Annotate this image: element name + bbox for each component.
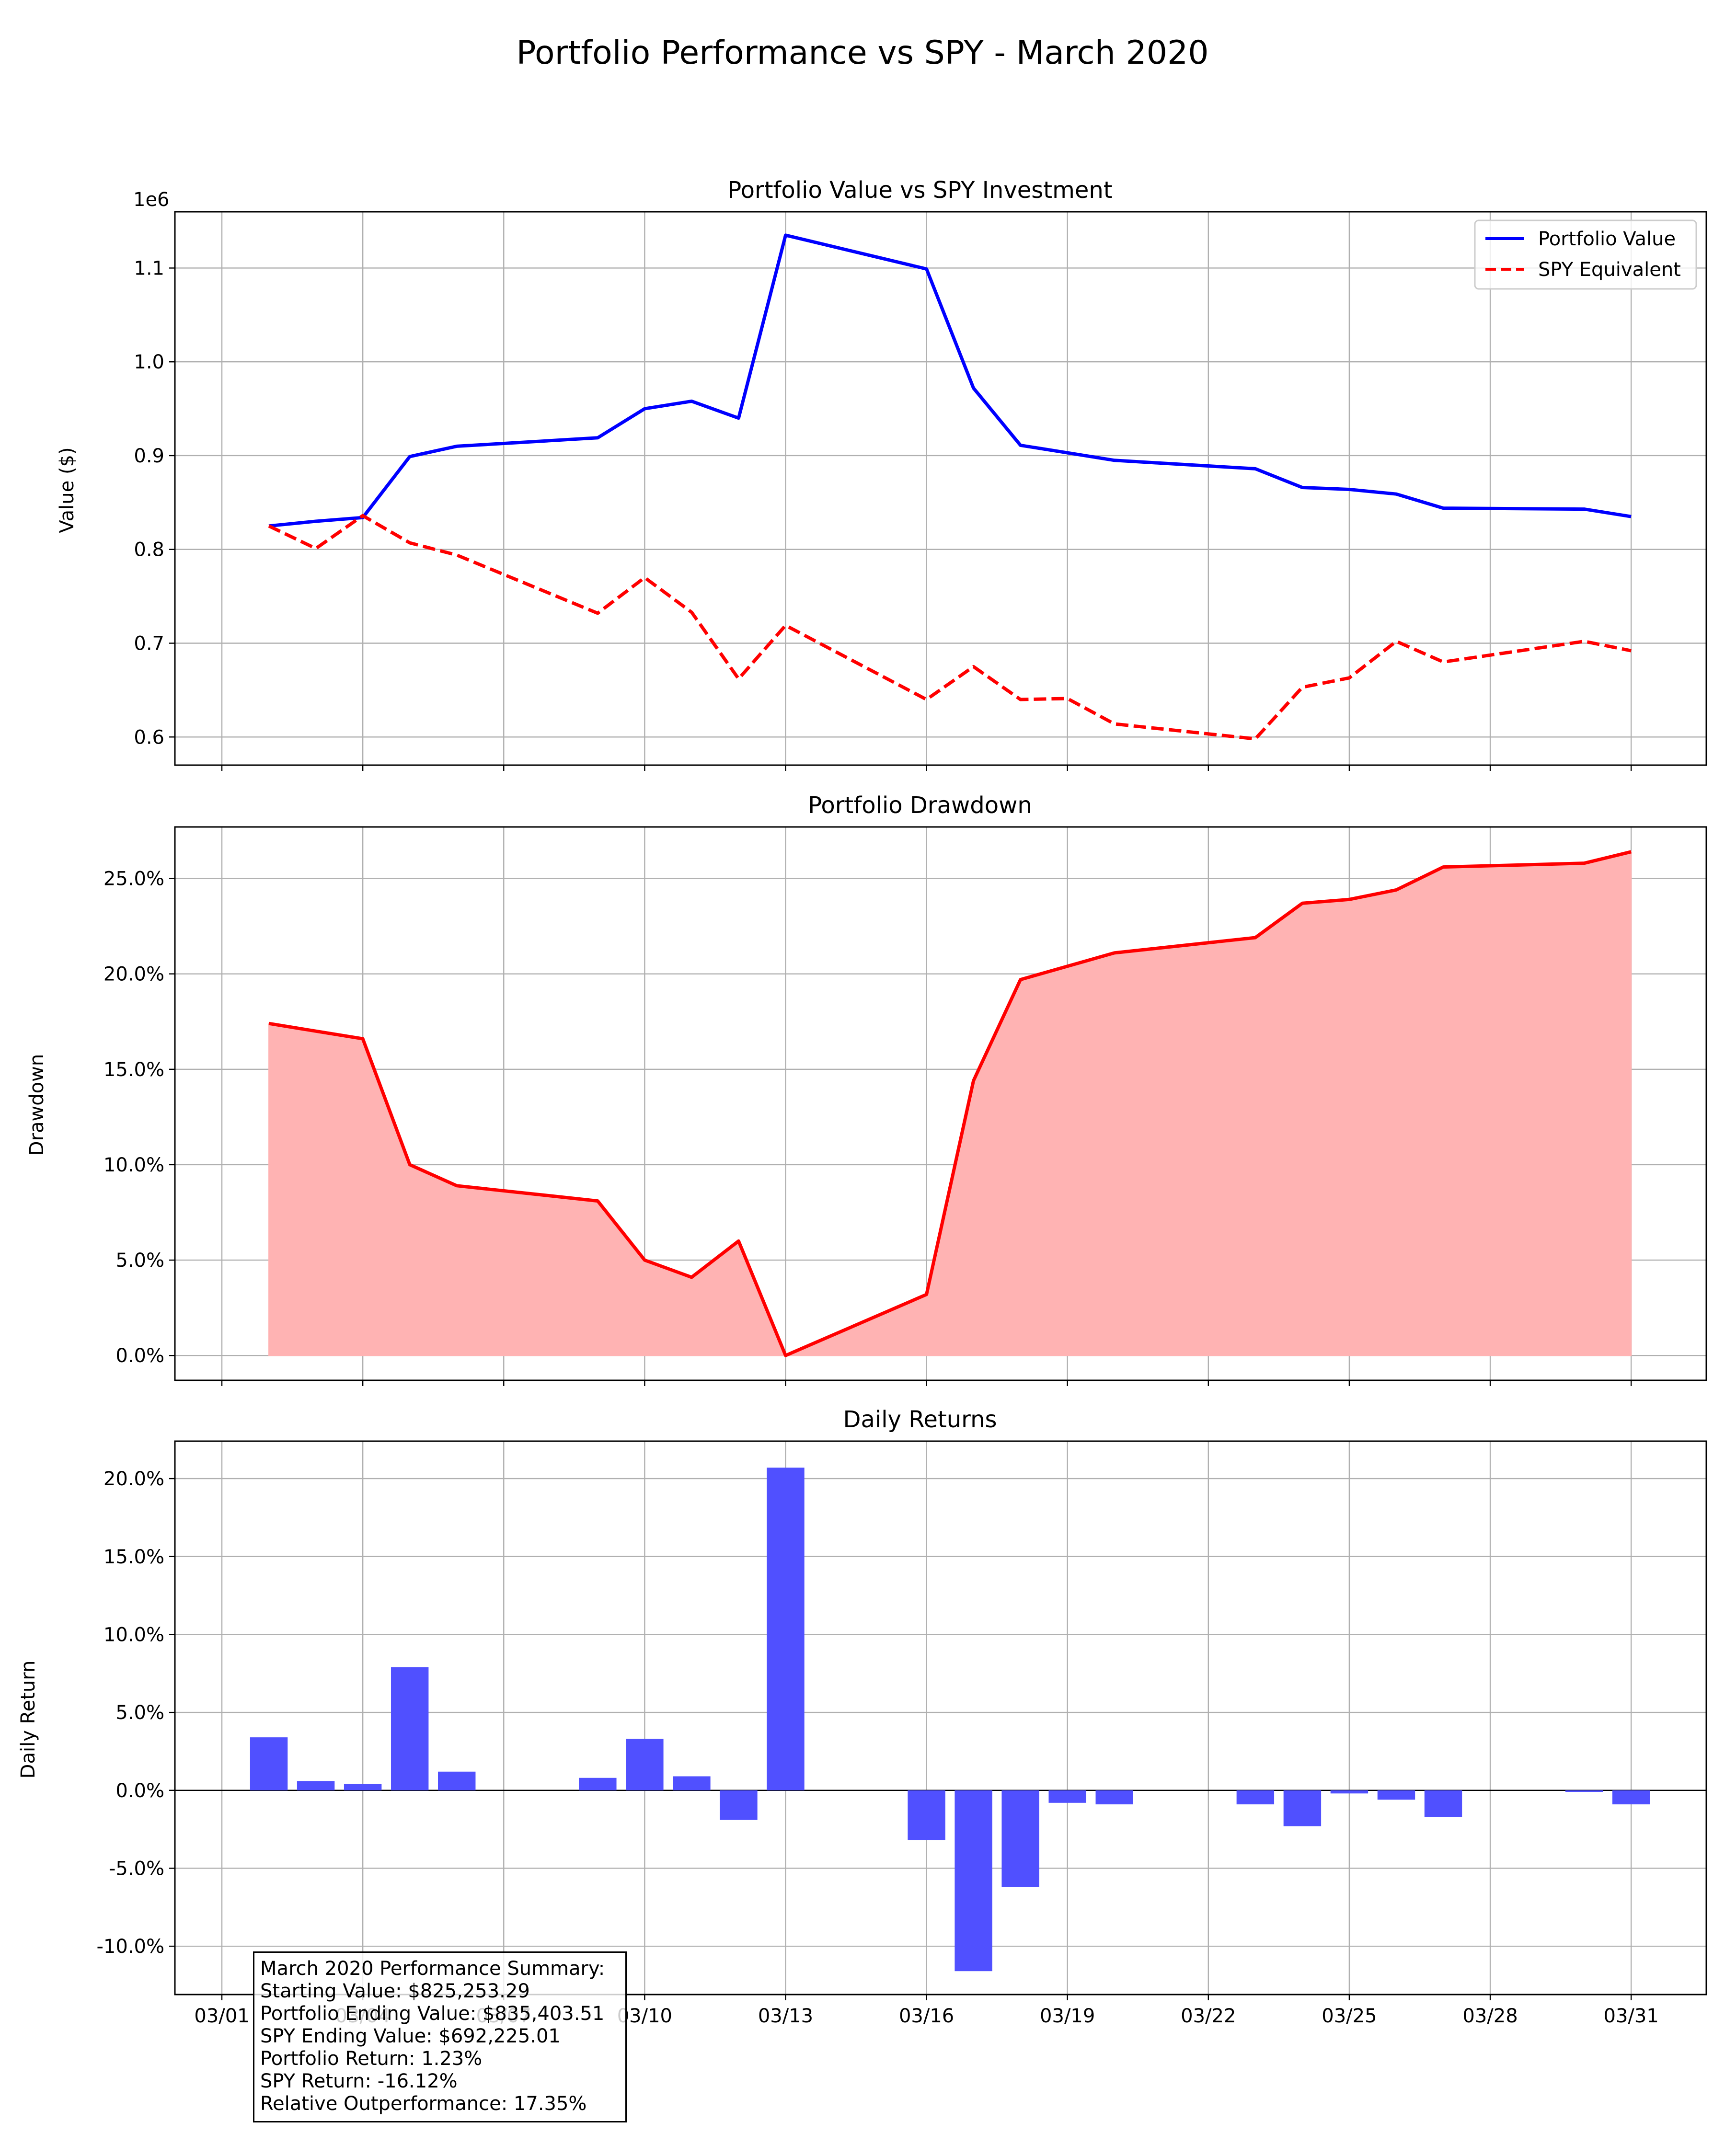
y-tick-label: 1.0 — [134, 351, 164, 373]
y-tick-label: 15.0% — [104, 1546, 164, 1568]
return-bar — [1095, 1790, 1133, 1805]
y-tick-label: 5.0% — [115, 1702, 164, 1724]
legend-frame — [1474, 219, 1697, 290]
summary-spy-ending-value: SPY Ending Value: $692,225.01 — [260, 2025, 561, 2047]
return-bar — [344, 1784, 382, 1790]
y-tick-label: 10.0% — [104, 1624, 164, 1646]
y-tick-label: 5.0% — [115, 1250, 164, 1272]
x-tick-label: 03/16 — [899, 2005, 954, 2027]
x-tick-label: 03/22 — [1181, 2005, 1236, 2027]
x-tick-label: 03/28 — [1462, 2005, 1518, 2027]
series-line-portfolio — [268, 233, 1632, 528]
series-line-spy — [268, 514, 1632, 741]
return-bar — [579, 1778, 617, 1790]
summary-portfolio-ending-value: Portfolio Ending Value: $835,403.51 — [260, 2003, 605, 2025]
y-tick-label: 0.6 — [134, 726, 164, 748]
panel-title-value: Portfolio Value vs SPY Investment — [727, 177, 1112, 204]
return-bar — [1612, 1790, 1650, 1805]
summary-starting-value: Starting Value: $825,253.29 — [260, 1980, 530, 2002]
y-axis-label-drawdown: Drawdown — [26, 1054, 48, 1156]
y-tick-label: 0.8 — [134, 539, 164, 561]
return-bar — [1001, 1790, 1039, 1887]
portfolio-value-panel: Portfolio Value vs SPY Investment 1e6 Va… — [56, 177, 1707, 771]
return-bar — [673, 1776, 711, 1790]
grid — [175, 212, 1706, 765]
return-bar — [438, 1771, 476, 1790]
return-bar — [1424, 1790, 1462, 1817]
daily-returns-panel: Daily Returns Daily Return -10.0% -5.0% 0.… — [17, 1406, 1707, 2027]
return-bar — [1236, 1790, 1275, 1805]
figure-title: Portfolio Performance vs SPY - March 202… — [516, 34, 1208, 72]
return-bar — [954, 1790, 992, 1972]
return-bar — [1565, 1790, 1603, 1792]
panel-title-drawdown: Portfolio Drawdown — [808, 792, 1032, 819]
y-tick-label: 20.0% — [104, 1468, 164, 1490]
summary-spy-return: SPY Return: -16.12% — [260, 2070, 458, 2092]
drawdown-panel: Portfolio Drawdown Drawdown 0.0% 5.0% 10.0… — [26, 792, 1707, 1386]
y-tick-label: -5.0% — [109, 1858, 164, 1880]
y-axis-label-value: Value ($) — [56, 447, 78, 533]
summary-heading: March 2020 Performance Summary: — [260, 1958, 605, 1980]
y-tick-label: 0.0% — [115, 1780, 164, 1802]
drawdown-area — [268, 851, 1632, 1356]
legend-label-spy: SPY Equivalent — [1538, 259, 1681, 281]
y-tick-label: 20.0% — [104, 963, 164, 986]
return-bar — [908, 1790, 945, 1840]
legend: Portfolio Value SPY Equivalent — [1474, 219, 1697, 290]
panel-title-returns: Daily Returns — [843, 1406, 997, 1433]
y-tick-label: 0.0% — [115, 1345, 164, 1367]
return-bar — [1377, 1790, 1415, 1800]
y-tick-label: 25.0% — [104, 868, 164, 890]
return-bar — [1283, 1790, 1322, 1826]
axes-frame — [174, 211, 1707, 766]
y-tick-label: -10.0% — [96, 1936, 164, 1958]
legend-label-portfolio: Portfolio Value — [1538, 228, 1676, 250]
return-bar — [250, 1737, 288, 1790]
return-bar — [720, 1790, 758, 1820]
axes-frame — [174, 1440, 1707, 1995]
return-bar — [626, 1739, 664, 1790]
y-tick-label: 1.1 — [134, 257, 164, 279]
axes-frame — [174, 826, 1707, 1381]
y-tick-label: 0.9 — [134, 445, 164, 467]
x-tick-label: 03/01 — [194, 2005, 249, 2027]
return-bar — [391, 1667, 429, 1790]
return-bar — [767, 1468, 805, 1790]
y-offset-label: 1e6 — [133, 189, 170, 211]
x-tick-label: 03/19 — [1040, 2005, 1095, 2027]
return-bar — [1048, 1790, 1086, 1803]
y-tick-label: 10.0% — [104, 1154, 164, 1176]
summary-portfolio-return: Portfolio Return: 1.23% — [260, 2048, 483, 2070]
x-tick-label: 03/25 — [1322, 2005, 1377, 2027]
y-tick-label: 15.0% — [104, 1059, 164, 1081]
x-tick-label: 03/31 — [1604, 2005, 1659, 2027]
y-tick-label: 0.7 — [134, 633, 164, 655]
return-bar — [297, 1781, 335, 1790]
summary-relative-outperformance: Relative Outperformance: 17.35% — [260, 2093, 587, 2115]
grid — [175, 1441, 1706, 1995]
x-tick-label: 03/13 — [758, 2005, 813, 2027]
performance-summary-box: March 2020 Performance Summary: Starting… — [253, 1951, 627, 2122]
drawdown-line — [268, 850, 1632, 1357]
y-axis-label-returns: Daily Return — [17, 1661, 39, 1779]
return-bar — [1330, 1790, 1368, 1794]
